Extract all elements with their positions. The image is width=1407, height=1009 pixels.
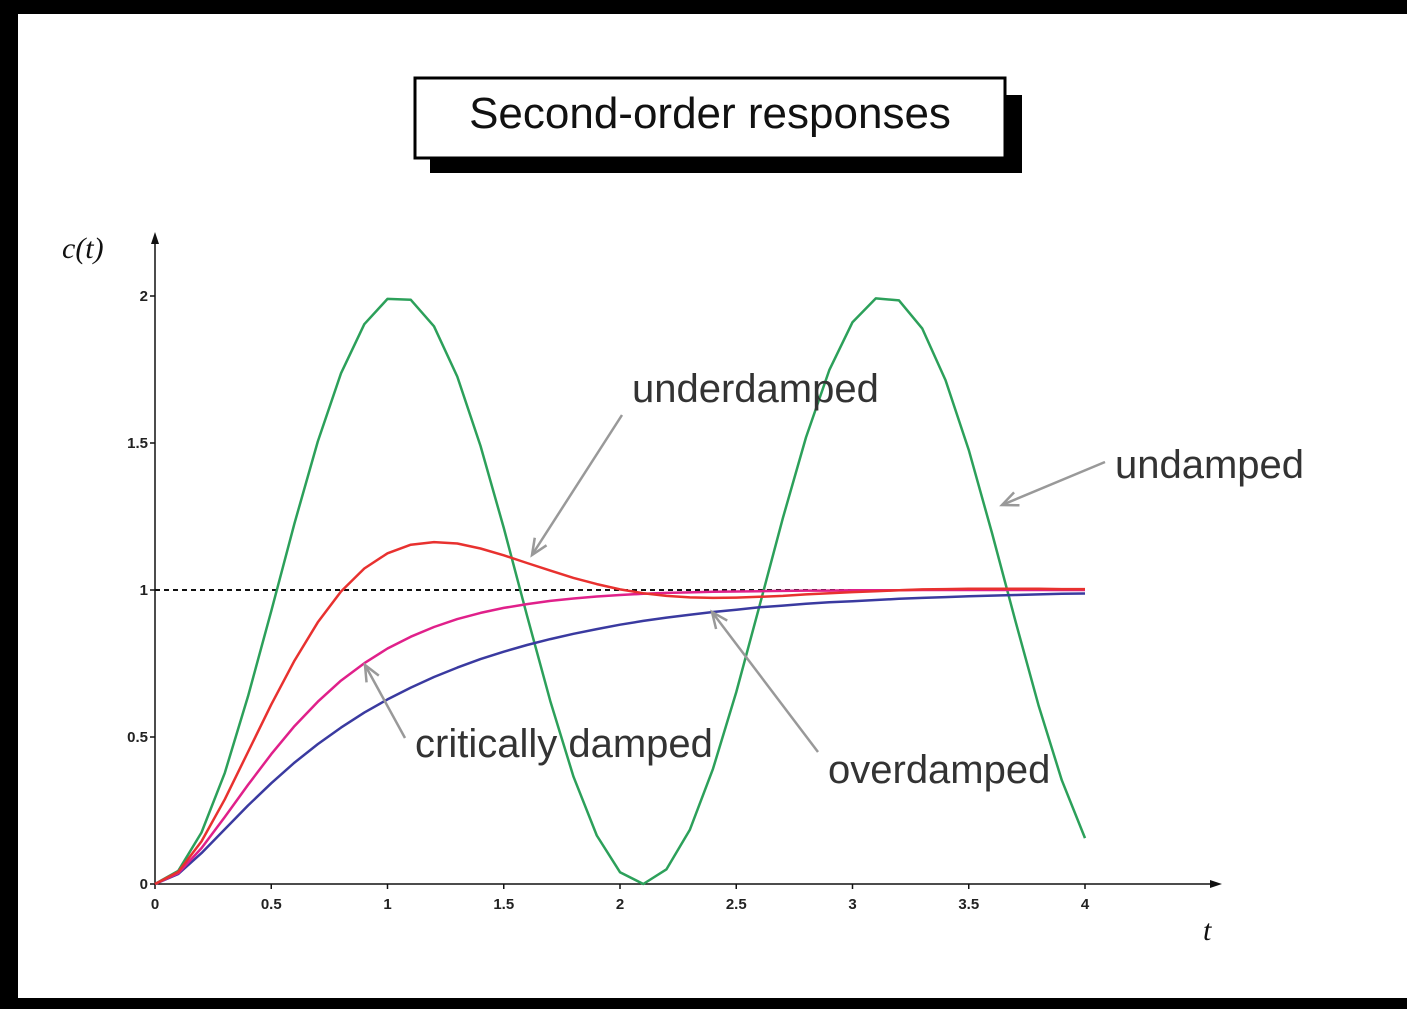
annotation: overdamped xyxy=(828,748,1050,792)
frame-top xyxy=(0,0,1407,14)
x-axis-arrow xyxy=(1210,880,1222,888)
x-tick-label: 3.5 xyxy=(958,896,979,913)
annotation: undamped xyxy=(1115,443,1304,487)
annotation-arrow xyxy=(530,414,624,556)
y-axis-arrow xyxy=(151,232,159,244)
y-tick-label: 0.5 xyxy=(127,729,148,746)
annotation-arrowhead xyxy=(363,662,380,683)
x-axis-label: t xyxy=(1203,914,1212,947)
y-tick-label: 0 xyxy=(140,876,148,893)
annotation: underdamped xyxy=(632,367,879,411)
annotation-arrow xyxy=(711,611,819,753)
annotation-arrow xyxy=(363,664,407,739)
y-axis-label: c(t) xyxy=(62,232,104,265)
title-box xyxy=(413,76,1007,160)
annotation: critically damped xyxy=(415,722,713,766)
frame-bottom xyxy=(0,998,1407,1009)
annotation-arrowhead xyxy=(530,537,548,558)
annotation-arrowhead xyxy=(999,491,1020,507)
series-line xyxy=(154,540,1085,886)
x-tick-label: 2 xyxy=(616,896,624,913)
x-tick-label: 2.5 xyxy=(726,896,747,913)
y-tick-label: 2 xyxy=(140,288,148,305)
x-tick-label: 3 xyxy=(848,896,856,913)
frame-left xyxy=(0,0,18,1009)
x-tick-label: 0 xyxy=(151,896,159,913)
x-tick-label: 1.5 xyxy=(493,896,514,913)
y-tick-label: 1.5 xyxy=(127,435,148,452)
series-line xyxy=(154,592,1086,886)
x-tick-label: 1 xyxy=(383,896,391,913)
y-tick-label: 1 xyxy=(140,582,148,599)
series-line xyxy=(154,297,1087,886)
annotation-arrowhead xyxy=(710,609,728,630)
chart-title: Second-order responses xyxy=(469,89,951,138)
annotation-arrow xyxy=(1001,460,1106,507)
x-tick-label: 4 xyxy=(1081,896,1090,913)
x-tick-label: 0.5 xyxy=(261,896,282,913)
